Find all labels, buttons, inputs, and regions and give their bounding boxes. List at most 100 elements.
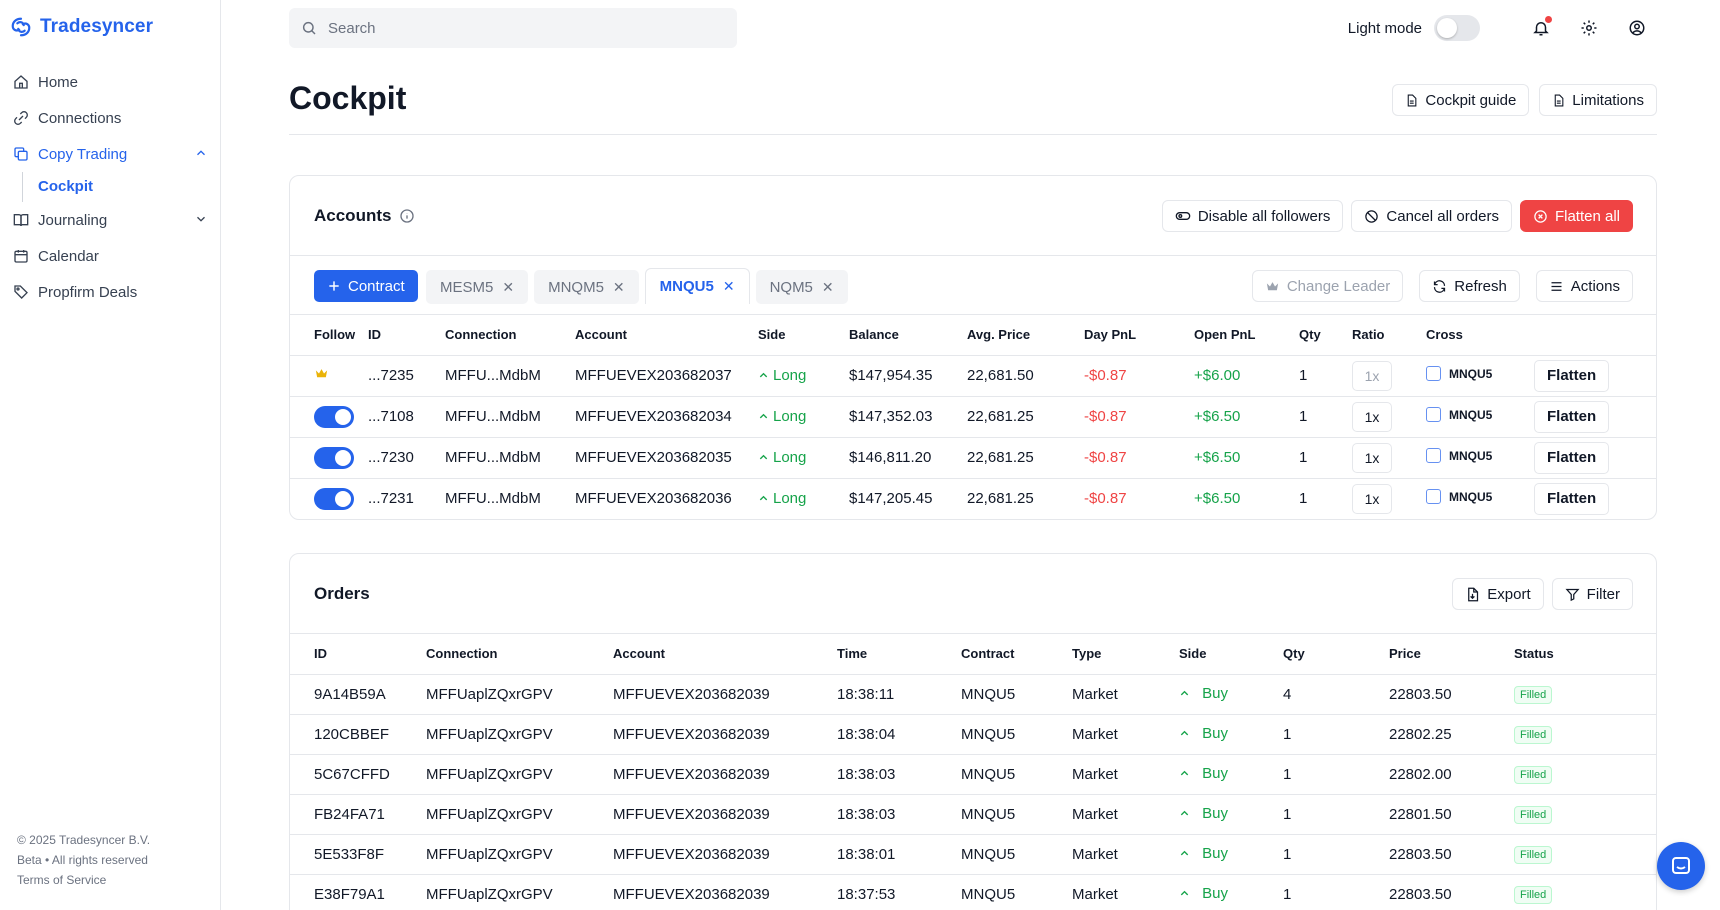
column-header[interactable]: Qty xyxy=(1299,315,1352,356)
tab-mesm5[interactable]: MESM5 ✕ xyxy=(426,270,529,304)
ratio-input[interactable]: 1x xyxy=(1352,442,1392,473)
actions-button[interactable]: Actions xyxy=(1535,270,1633,302)
flatten-button[interactable]: Flatten xyxy=(1534,441,1610,474)
sidebar-item-calendar[interactable]: Calendar xyxy=(12,238,208,274)
column-header[interactable]: Side xyxy=(758,315,849,356)
flatten-all-button[interactable]: Flatten all xyxy=(1519,200,1633,232)
ratio-input[interactable]: 1x xyxy=(1352,483,1392,514)
cross-checkbox[interactable] xyxy=(1426,448,1441,463)
sidebar-subitem-cockpit[interactable]: Cockpit xyxy=(22,172,208,202)
order-row[interactable]: FB24FA71 MFFUaplZQxrGPV MFFUEVEX20368203… xyxy=(290,794,1656,835)
order-qty: 1 xyxy=(1283,794,1389,835)
terms-link[interactable]: Terms of Service xyxy=(17,873,107,887)
tag-icon xyxy=(14,285,28,299)
cancel-all-orders-button[interactable]: Cancel all orders xyxy=(1351,200,1512,232)
column-header[interactable]: Ratio xyxy=(1352,315,1426,356)
account-qty: 1 xyxy=(1299,490,1308,508)
tab-mnqu5[interactable]: MNQU5 ✕ xyxy=(644,268,750,304)
sidebar-item-propfirm-deals[interactable]: Propfirm Deals xyxy=(12,274,208,310)
filter-button[interactable]: Filter xyxy=(1551,578,1633,610)
sidebar-item-copy-trading[interactable]: Copy Trading xyxy=(12,136,208,172)
disable-all-followers-button[interactable]: Disable all followers xyxy=(1161,200,1344,232)
ratio-input[interactable]: 1x xyxy=(1352,360,1392,391)
order-contract: MNQU5 xyxy=(961,794,1072,835)
column-header[interactable]: Account xyxy=(575,315,758,356)
flatten-button[interactable]: Flatten xyxy=(1534,400,1610,433)
order-row[interactable]: 5E533F8F MFFUaplZQxrGPV MFFUEVEX20368203… xyxy=(290,834,1656,875)
column-header[interactable]: Avg. Price xyxy=(967,315,1084,356)
tab-mnqm5[interactable]: MNQM5 ✕ xyxy=(534,270,639,304)
change-leader-button[interactable]: Change Leader xyxy=(1251,270,1404,302)
follow-toggle[interactable] xyxy=(314,405,354,428)
column-header[interactable]: Cross xyxy=(1426,315,1534,356)
order-side: Buy xyxy=(1179,834,1283,875)
side-label: Buy xyxy=(1202,805,1229,822)
column-header[interactable]: Balance xyxy=(849,315,967,356)
close-icon[interactable]: ✕ xyxy=(612,278,625,295)
notifications-button[interactable] xyxy=(1528,15,1554,41)
order-row[interactable]: 120CBBEF MFFUaplZQxrGPV MFFUEVEX20368203… xyxy=(290,714,1656,755)
refresh-button[interactable]: Refresh xyxy=(1419,270,1520,302)
order-qty: 4 xyxy=(1283,674,1389,715)
cross-label: MNQU5 xyxy=(1449,407,1493,422)
close-icon[interactable]: ✕ xyxy=(502,278,515,295)
cockpit-guide-button[interactable]: Cockpit guide xyxy=(1392,84,1530,116)
order-row[interactable]: E38F79A1 MFFUaplZQxrGPV MFFUEVEX20368203… xyxy=(290,874,1656,910)
flatten-button[interactable]: Flatten xyxy=(1534,359,1610,392)
brand-logo[interactable]: Tradesyncer xyxy=(10,16,153,38)
settings-button[interactable] xyxy=(1576,15,1602,41)
cross-checkbox[interactable] xyxy=(1426,407,1441,422)
disable-all-followers-label: Disable all followers xyxy=(1197,207,1331,225)
add-contract-button[interactable]: Contract xyxy=(314,270,418,302)
tab-nqm5[interactable]: NQM5 ✕ xyxy=(755,270,848,304)
orders-header-row: ID Connection Account Time Contract Type… xyxy=(290,634,1656,675)
account-balance: $147,954.35 xyxy=(849,355,967,397)
column-header[interactable]: Type xyxy=(1072,634,1179,675)
column-header[interactable]: Price xyxy=(1389,634,1514,675)
light-mode-toggle[interactable] xyxy=(1434,15,1480,41)
search-bar[interactable] xyxy=(289,8,737,48)
export-button[interactable]: Export xyxy=(1452,578,1544,610)
sidebar-item-home[interactable]: Home xyxy=(12,64,208,100)
ratio-input[interactable]: 1x xyxy=(1352,401,1392,432)
limitations-button[interactable]: Limitations xyxy=(1539,84,1657,116)
order-time: 18:38:11 xyxy=(837,674,961,715)
close-icon[interactable]: ✕ xyxy=(821,278,834,295)
flatten-button[interactable]: Flatten xyxy=(1534,482,1610,515)
column-header[interactable]: Connection xyxy=(426,634,613,675)
cross-checkbox[interactable] xyxy=(1426,366,1441,381)
order-type: Market xyxy=(1072,794,1179,835)
column-header[interactable]: Day PnL xyxy=(1084,315,1194,356)
column-header[interactable]: Qty xyxy=(1283,634,1389,675)
order-row[interactable]: 9A14B59A MFFUaplZQxrGPV MFFUEVEX20368203… xyxy=(290,674,1656,715)
column-header[interactable]: Side xyxy=(1179,634,1283,675)
change-leader-label: Change Leader xyxy=(1286,277,1391,295)
status-badge: Filled xyxy=(1514,685,1553,704)
document-icon xyxy=(1555,94,1564,106)
sidebar-subitem-label: Cockpit xyxy=(38,178,94,195)
sidebar-item-connections[interactable]: Connections xyxy=(12,100,208,136)
order-time: 18:38:03 xyxy=(837,754,961,795)
support-chat-button[interactable] xyxy=(1657,842,1705,890)
column-header[interactable]: Status xyxy=(1514,634,1656,675)
column-header[interactable]: Open PnL xyxy=(1194,315,1299,356)
column-header[interactable]: Time xyxy=(837,634,961,675)
column-header[interactable]: Connection xyxy=(445,315,575,356)
cross-checkbox[interactable] xyxy=(1426,489,1441,505)
profile-button[interactable] xyxy=(1624,15,1650,41)
column-header[interactable]: ID xyxy=(290,634,426,675)
follow-toggle[interactable] xyxy=(314,487,354,510)
order-row[interactable]: 5C67CFFD MFFUaplZQxrGPV MFFUEVEX20368203… xyxy=(290,754,1656,795)
search-input[interactable] xyxy=(328,19,708,37)
column-header[interactable]: Account xyxy=(613,634,837,675)
close-icon[interactable]: ✕ xyxy=(722,278,735,294)
column-header[interactable]: Follow xyxy=(290,315,368,356)
follow-cell xyxy=(290,478,368,519)
follow-toggle[interactable] xyxy=(314,446,354,469)
column-header[interactable]: Contract xyxy=(961,634,1072,675)
x-circle-icon xyxy=(1534,209,1547,223)
menu-icon xyxy=(1551,281,1562,291)
sidebar-item-journaling[interactable]: Journaling xyxy=(12,202,208,238)
column-header[interactable]: ID xyxy=(368,315,445,356)
info-icon[interactable] xyxy=(399,208,415,224)
